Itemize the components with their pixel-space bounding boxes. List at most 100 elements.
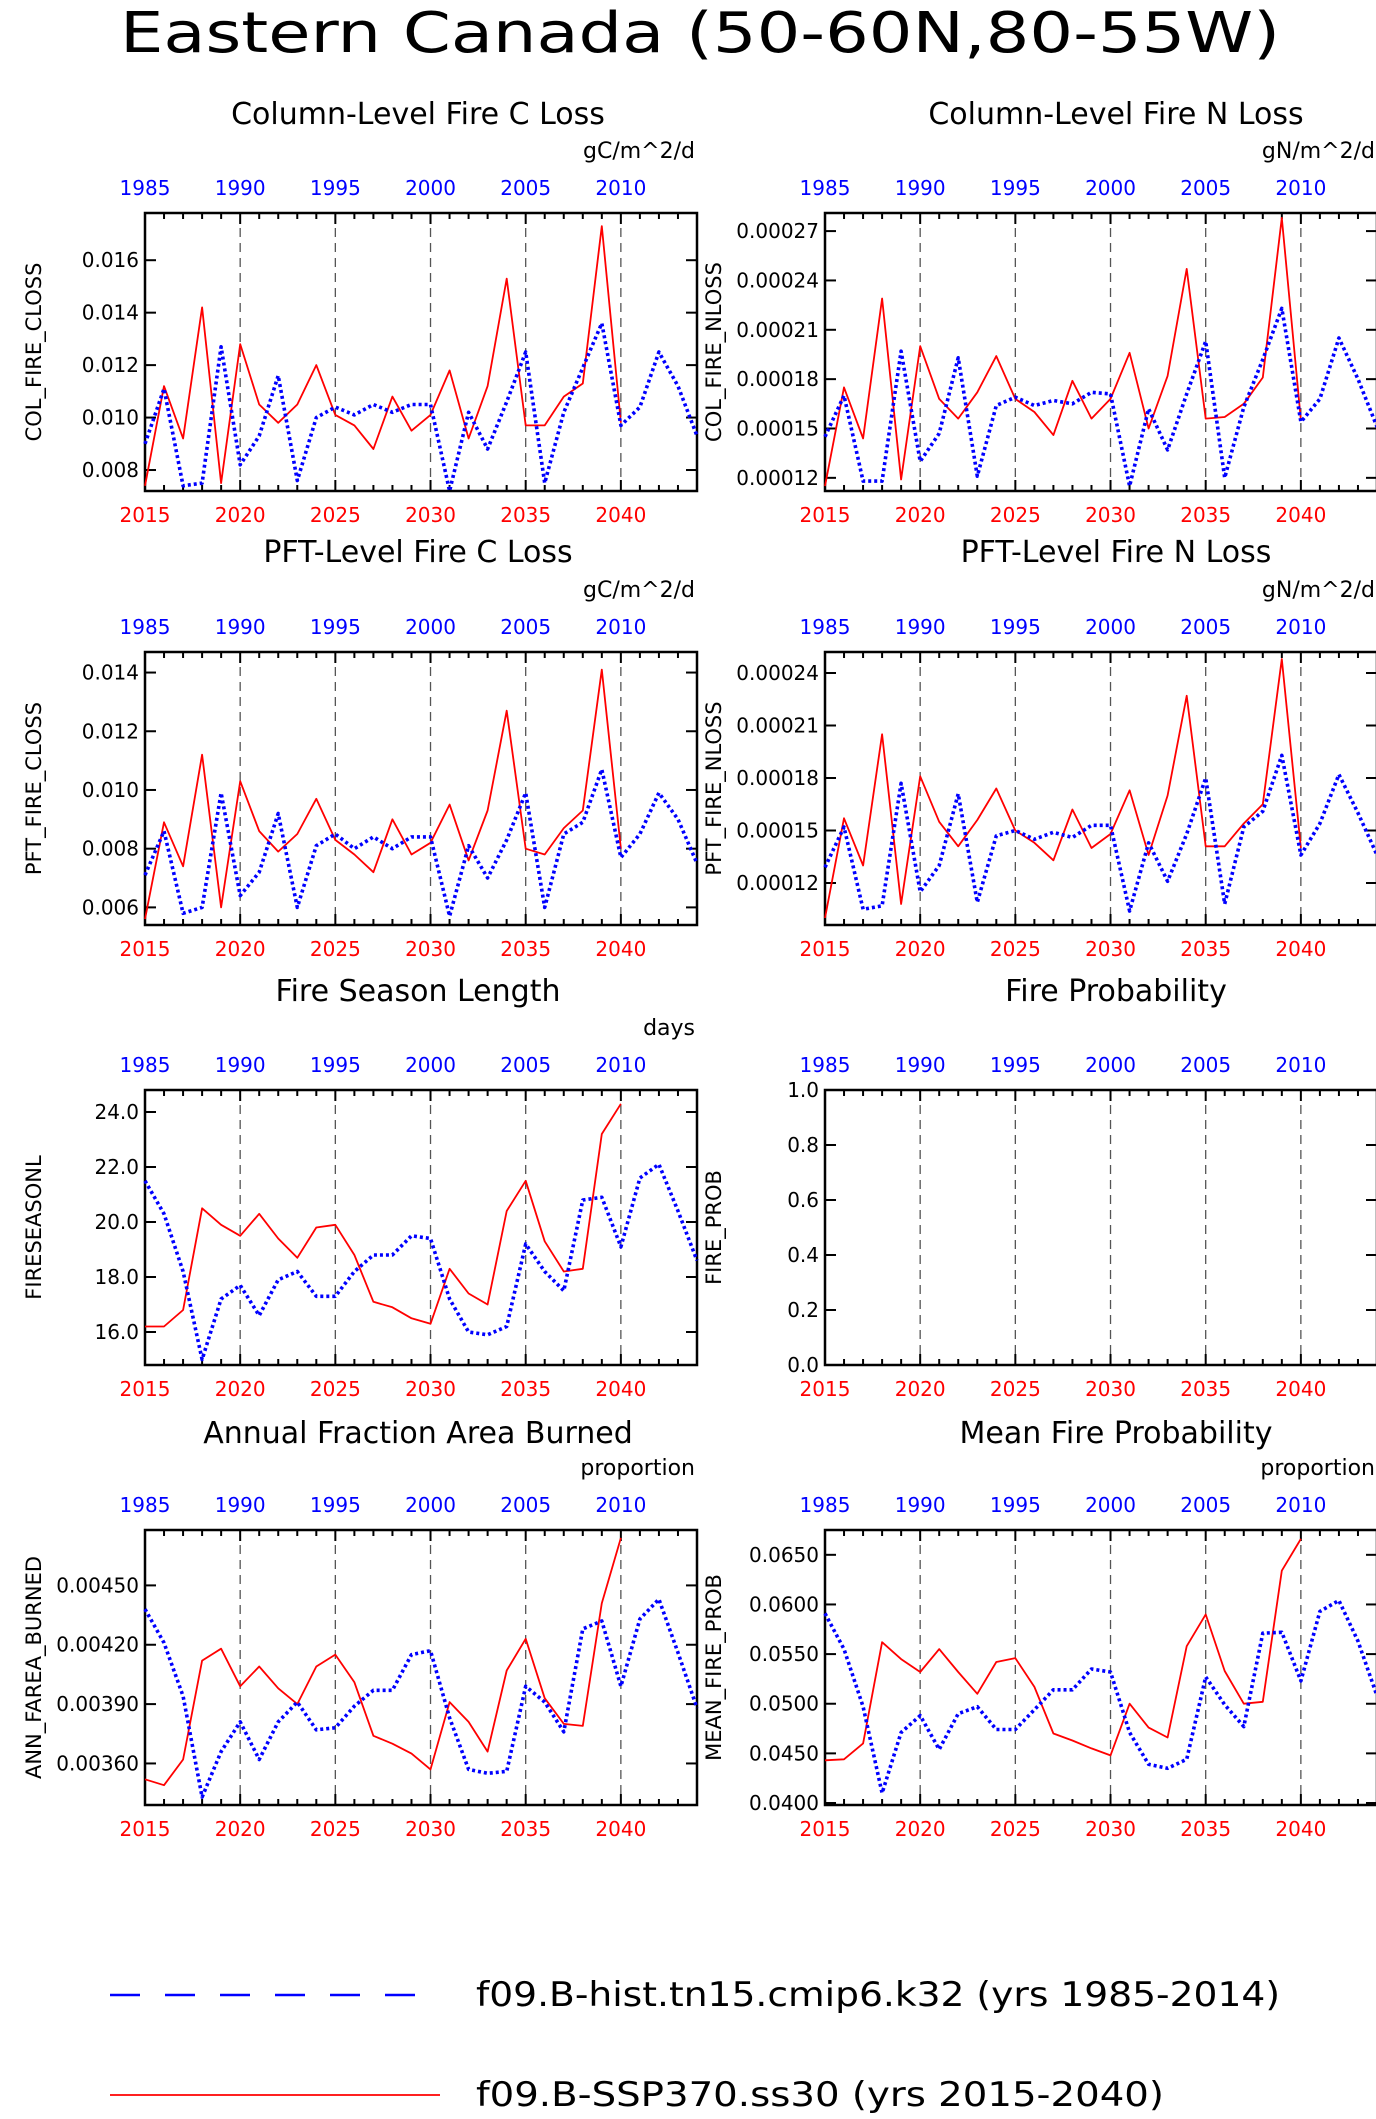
x-tick-label-top: 2000 (1085, 1053, 1136, 1077)
hist-series-line (143, 1597, 699, 1799)
units-label: proportion (1260, 1456, 1375, 1481)
x-tick-label-bottom: 2015 (120, 937, 171, 961)
y-tick-label: 0.00450 (56, 1573, 139, 1597)
x-tick-label-bottom: 2030 (405, 937, 456, 961)
x-tick-label-top: 1990 (215, 1493, 266, 1517)
y-tick-label: 0.0400 (749, 1791, 819, 1815)
x-tick-label-bottom: 2040 (595, 503, 646, 527)
plot-frame (143, 1088, 699, 1367)
x-tick-label-top: 1990 (895, 176, 946, 200)
y-tick-label: 0.00024 (736, 268, 819, 292)
y-axis-label: MEAN_FIRE_PROB (702, 1574, 727, 1761)
x-tick-label-top: 1985 (800, 1053, 851, 1077)
y-tick-label: 0.0450 (749, 1741, 819, 1765)
x-tick-label-bottom: 2020 (895, 937, 946, 961)
x-tick-label-bottom: 2020 (895, 1377, 946, 1401)
y-tick-label: 22.0 (94, 1155, 139, 1179)
x-tick-label-top: 2000 (405, 176, 456, 200)
units-label: gC/m^2/d (583, 578, 695, 603)
x-tick-label-bottom: 2025 (990, 503, 1041, 527)
x-tick-label-top: 2000 (405, 1053, 456, 1077)
hist-series-line (823, 753, 1376, 913)
y-axis-label: ANN_FAREA_BURNED (22, 1556, 47, 1779)
plot-frame (823, 1088, 1376, 1367)
y-tick-label: 0.0600 (749, 1592, 819, 1616)
x-tick-label-top: 1985 (800, 615, 851, 639)
x-tick-label-top: 2005 (500, 1053, 551, 1077)
y-tick-label: 0.00012 (736, 871, 819, 895)
chart-panel: Column-Level Fire N Loss gN/m^2/d COL_FIRE… (702, 97, 1376, 527)
x-tick-label-bottom: 2035 (1180, 937, 1231, 961)
x-tick-label-bottom: 2035 (500, 937, 551, 961)
x-tick-label-bottom: 2040 (595, 1817, 646, 1841)
y-tick-label: 0.010 (82, 406, 139, 430)
x-tick-label-top: 1985 (800, 176, 851, 200)
x-tick-label-bottom: 2015 (800, 1377, 851, 1401)
units-label: gN/m^2/d (1262, 139, 1375, 164)
y-tick-label: 0.0650 (749, 1543, 819, 1567)
x-tick-label-bottom: 2030 (405, 503, 456, 527)
hist-series-line (143, 767, 699, 919)
x-tick-label-bottom: 2035 (500, 1377, 551, 1401)
legend: f09.B-hist.tn15.cmip6.k32 (yrs 1985-2014… (110, 1975, 1280, 2115)
y-tick-label: 0.4 (787, 1243, 819, 1267)
x-tick-label-top: 1995 (990, 1053, 1041, 1077)
y-axis-label: FIRESEASONL (22, 1155, 46, 1300)
x-tick-label-bottom: 2030 (1085, 1377, 1136, 1401)
chart-panel: Mean Fire Probability proportion MEAN_FIRE… (702, 1416, 1376, 1841)
x-tick-label-bottom: 2035 (1180, 503, 1231, 527)
y-tick-label: 24.0 (94, 1100, 139, 1124)
chart-panel: Annual Fraction Area Burned proportion ANN… (22, 1416, 699, 1841)
x-tick-label-top: 2005 (1180, 176, 1231, 200)
x-tick-label-bottom: 2040 (595, 1377, 646, 1401)
y-tick-label: 0.00027 (736, 219, 819, 243)
x-tick-label-top: 2000 (405, 615, 456, 639)
x-tick-label-top: 1985 (800, 1493, 851, 1517)
y-tick-label: 0.6 (787, 1188, 819, 1212)
x-tick-label-bottom: 2025 (310, 503, 361, 527)
x-tick-label-top: 2005 (500, 615, 551, 639)
x-tick-label-bottom: 2025 (310, 1377, 361, 1401)
x-tick-label-bottom: 2030 (1085, 503, 1136, 527)
units-label: gN/m^2/d (1262, 578, 1375, 603)
y-tick-label: 0.0550 (749, 1642, 819, 1666)
y-tick-label: 0.00420 (56, 1633, 139, 1657)
units-label: proportion (580, 1456, 695, 1481)
x-tick-label-bottom: 2040 (1275, 1377, 1326, 1401)
x-tick-label-top: 1990 (215, 1053, 266, 1077)
chart-title: Fire Probability (1005, 974, 1227, 1009)
ssp-series-line (144, 225, 622, 486)
x-tick-label-bottom: 2020 (215, 1817, 266, 1841)
plot-frame (143, 650, 699, 927)
x-tick-label-bottom: 2025 (990, 937, 1041, 961)
x-tick-label-bottom: 2040 (1275, 1817, 1326, 1841)
y-tick-label: 16.0 (94, 1320, 139, 1344)
x-tick-label-top: 1985 (120, 1493, 171, 1517)
y-tick-label: 0.0 (787, 1353, 819, 1377)
ssp-series-line (145, 1103, 622, 1328)
x-tick-label-top: 2000 (1085, 615, 1136, 639)
y-tick-label: 0.00024 (736, 661, 819, 685)
x-tick-label-bottom: 2020 (895, 503, 946, 527)
y-tick-label: 0.8 (787, 1133, 819, 1157)
units-label: gC/m^2/d (583, 139, 695, 164)
x-tick-label-top: 1995 (310, 1053, 361, 1077)
y-tick-label: 0.014 (82, 301, 139, 325)
y-tick-label: 0.016 (82, 248, 139, 272)
y-axis-label: PFT_FIRE_NLOSS (702, 701, 727, 875)
x-tick-label-bottom: 2030 (405, 1377, 456, 1401)
x-tick-label-top: 1990 (895, 1053, 946, 1077)
hist-series-line (823, 1598, 1376, 1795)
x-tick-label-top: 2010 (1275, 176, 1326, 200)
x-tick-label-bottom: 2025 (310, 1817, 361, 1841)
chart-panels: Column-Level Fire C Loss gC/m^2/d COL_FIRE… (22, 97, 1376, 1841)
x-tick-label-top: 2010 (595, 1053, 646, 1077)
y-tick-label: 1.0 (787, 1078, 819, 1102)
chart-title: Mean Fire Probability (960, 1416, 1273, 1451)
x-tick-label-bottom: 2035 (500, 503, 551, 527)
x-tick-label-bottom: 2015 (120, 1377, 171, 1401)
x-tick-label-top: 1985 (120, 1053, 171, 1077)
x-tick-label-top: 2005 (500, 176, 551, 200)
y-tick-label: 0.00012 (736, 466, 819, 490)
